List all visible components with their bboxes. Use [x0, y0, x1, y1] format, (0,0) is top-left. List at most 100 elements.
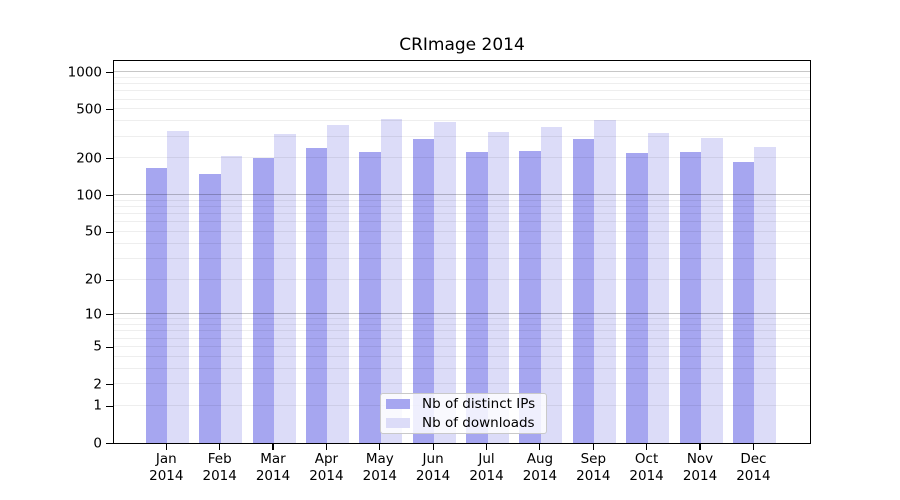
bar-distinct-ips [626, 153, 648, 443]
minor-gridline [114, 221, 810, 223]
minor-gridline [114, 383, 810, 384]
y-tick-label: 5 [93, 338, 102, 355]
x-tick-label: Jun 2014 [415, 451, 451, 484]
minor-gridline [114, 367, 810, 369]
bar-downloads [487, 132, 510, 443]
minor-gridline [114, 135, 810, 137]
y-tick [106, 72, 113, 74]
legend-swatch-ips [386, 399, 410, 409]
minor-gridline [114, 157, 810, 159]
legend-item-distinct-ips: Nb of distinct IPs [386, 395, 546, 414]
minor-gridline [114, 108, 810, 110]
x-tick-label: Nov 2014 [682, 451, 718, 484]
y-tick [106, 195, 113, 197]
minor-gridline [114, 76, 810, 78]
minor-gridline [114, 83, 810, 85]
bar-distinct-ips [572, 138, 595, 443]
bar-downloads [647, 133, 670, 443]
x-tick [219, 444, 221, 450]
bar-downloads [701, 138, 723, 443]
y-tick [106, 109, 113, 111]
x-tick-label: Jan 2014 [149, 451, 184, 484]
bar-distinct-ips [305, 147, 328, 443]
legend: Nb of distinct IPs Nb of downloads [380, 393, 547, 434]
x-tick [539, 444, 541, 450]
major-gridline [114, 194, 810, 196]
y-tick [106, 442, 113, 445]
y-tick-label: 100 [76, 187, 102, 204]
x-tick [432, 444, 434, 450]
minor-gridline [114, 330, 810, 332]
bar-distinct-ips [412, 138, 435, 443]
minor-gridline [114, 98, 810, 100]
minor-gridline [114, 257, 810, 259]
x-tick [272, 444, 274, 450]
y-tick [106, 231, 113, 233]
x-tick [379, 444, 381, 450]
chart-title: CRImage 2014 [399, 35, 525, 55]
x-tick-label: Feb 2014 [202, 451, 237, 484]
y-tick [106, 158, 113, 160]
x-tick [485, 444, 488, 450]
major-gridline [114, 71, 810, 73]
x-tick-label: Apr 2014 [309, 451, 344, 484]
bar-downloads [274, 133, 296, 443]
bar-distinct-ips [466, 151, 488, 443]
y-tick [106, 383, 113, 386]
bar-downloads [167, 131, 189, 443]
legend-label-downloads: Nb of downloads [422, 415, 535, 431]
y-tick-label: 500 [76, 101, 102, 118]
x-tick [165, 444, 167, 450]
x-tick-label: Oct 2014 [629, 451, 664, 484]
bar-distinct-ips [145, 167, 168, 443]
y-tick-label: 1 [93, 397, 102, 414]
minor-gridline [114, 213, 810, 215]
x-tick [325, 444, 327, 450]
y-tick [106, 346, 113, 348]
x-tick-label: Aug 2014 [522, 451, 558, 484]
major-gridline [114, 313, 810, 315]
bar-downloads [540, 126, 563, 443]
y-tick-label: 20 [84, 271, 102, 288]
bar-downloads [220, 156, 243, 443]
x-tick-label: Dec 2014 [736, 451, 771, 484]
minor-gridline [114, 278, 810, 280]
legend-item-downloads: Nb of downloads [386, 414, 546, 433]
bar-distinct-ips [252, 158, 275, 443]
legend-label-ips: Nb of distinct IPs [422, 396, 536, 412]
bar-downloads [754, 146, 776, 443]
bar-downloads [327, 124, 349, 443]
x-tick-label: May 2014 [362, 451, 397, 484]
bar-downloads [594, 119, 616, 443]
plot-area [113, 60, 811, 444]
y-tick [106, 279, 113, 281]
minor-gridline [114, 120, 810, 122]
x-tick [646, 444, 648, 450]
x-tick [592, 444, 594, 450]
y-tick [106, 314, 113, 316]
minor-gridline [114, 337, 810, 339]
minor-gridline [114, 90, 810, 92]
bar-distinct-ips [519, 151, 541, 443]
minor-gridline [114, 206, 810, 208]
bar-distinct-ips [199, 174, 221, 443]
bar-downloads [434, 121, 456, 443]
minor-gridline [114, 199, 810, 201]
minor-gridline [114, 345, 810, 347]
x-tick-label: Jul 2014 [469, 451, 504, 484]
y-tick-label: 10 [84, 306, 102, 323]
bar-downloads [380, 119, 403, 443]
minor-gridline [114, 355, 810, 357]
y-tick [106, 405, 113, 407]
minor-gridline [114, 242, 810, 244]
minor-gridline [114, 318, 810, 320]
y-tick-label: 1000 [67, 64, 102, 81]
x-tick [752, 444, 754, 450]
x-tick-label: Sep 2014 [576, 451, 611, 484]
x-tick [699, 444, 701, 450]
minor-gridline [114, 324, 810, 326]
bar-distinct-ips [359, 152, 381, 443]
y-tick-label: 2 [93, 376, 102, 392]
y-tick-label: 50 [84, 223, 102, 240]
